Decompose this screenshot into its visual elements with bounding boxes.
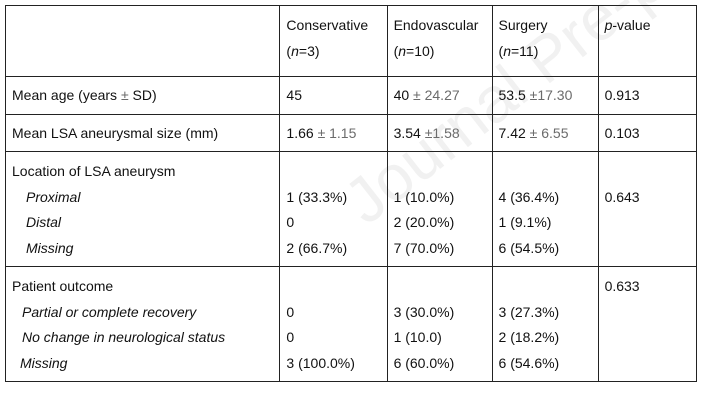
location-value: 4 (36.4%) [498, 188, 560, 205]
outcome-pvalue-cell: 0.633 [597, 266, 698, 382]
outcome-item-label: Missing [20, 354, 68, 371]
table-row-outcome: Patient outcome Partial or complete reco… [4, 266, 698, 382]
outcome-value: 3 (100.0%) [286, 354, 355, 371]
location-value: 0 [286, 214, 295, 230]
outcome-value: 3 (30.0%) [393, 303, 455, 320]
header-empty-cell [4, 5, 281, 77]
header-surgery-label: Surgery [498, 17, 548, 33]
outcome-pvalue: 0.633 [604, 278, 640, 294]
location-item-label: Distal [26, 214, 62, 230]
header-conservative: Conservative (n=3) [279, 5, 388, 77]
location-value: 1 (10.0%) [393, 188, 455, 205]
location-value: 6 (54.5%) [498, 239, 560, 256]
size-conservative: 1.66 ± 1.15 [279, 113, 388, 152]
header-endovascular-label: Endovascular [393, 17, 479, 33]
header-conservative-label: Conservative [286, 17, 369, 33]
outcome-conservative: 0 0 3 (100.0%) [279, 266, 388, 382]
location-value: 7 (70.0%) [393, 239, 455, 256]
table-row-size: Mean LSA aneurysmal size (mm) 1.66 ± 1.1… [4, 113, 698, 152]
header-row: Conservative (n=3) Endovascular (n=10) S… [4, 5, 698, 77]
location-pvalue: 0.643 [604, 188, 640, 205]
header-conservative-n: (n=3) [286, 42, 320, 59]
location-title: Location of LSA aneurysm [12, 163, 176, 179]
outcome-value: 6 (60.0%) [393, 354, 455, 371]
location-pvalue-cell: 0.643 [597, 151, 698, 267]
outcome-value: 1 (10.0) [393, 329, 442, 345]
outcome-item-label: Partial or complete recovery [22, 303, 197, 320]
outcome-value: 2 (18.2%) [498, 329, 560, 345]
outcome-endovascular: 3 (30.0%) 1 (10.0) 6 (60.0%) [386, 266, 493, 382]
header-pvalue: p-value [597, 5, 698, 77]
age-label: Mean age (years ± SD) [4, 76, 281, 115]
outcome-surgery: 3 (27.3%) 2 (18.2%) 6 (54.6%) [491, 266, 599, 382]
age-pvalue: 0.913 [597, 76, 698, 115]
header-endovascular: Endovascular (n=10) [386, 5, 493, 77]
table-row-age: Mean age (years ± SD) 45 40 ± 24.27 53.5… [4, 76, 698, 115]
outcome-labels: Patient outcome Partial or complete reco… [4, 266, 281, 382]
age-conservative: 45 [279, 76, 388, 115]
age-surgery: 53.5 ±17.30 [491, 76, 599, 115]
outcome-value: 6 (54.6%) [498, 354, 560, 371]
location-item-label: Proximal [26, 188, 81, 205]
size-label: Mean LSA aneurysmal size (mm) [4, 113, 281, 152]
results-table: Conservative (n=3) Endovascular (n=10) S… [4, 5, 698, 382]
size-surgery: 7.42 ± 6.55 [491, 113, 599, 152]
outcome-value: 0 [286, 329, 295, 345]
location-value: 2 (66.7%) [286, 239, 348, 256]
outcome-value: 0 [286, 303, 295, 320]
location-endovascular: 1 (10.0%) 2 (20.0%) 7 (70.0%) [386, 151, 493, 267]
header-surgery-n: (n=11) [498, 42, 539, 59]
outcome-item-label: No change in neurological status [22, 329, 226, 345]
table-row-location: Location of LSA aneurysm Proximal Distal… [4, 151, 698, 267]
age-endovascular: 40 ± 24.27 [386, 76, 493, 115]
location-labels: Location of LSA aneurysm Proximal Distal… [4, 151, 281, 267]
outcome-value: 3 (27.3%) [498, 303, 560, 320]
location-value: 2 (20.0%) [393, 214, 455, 230]
location-conservative: 1 (33.3%) 0 2 (66.7%) [279, 151, 388, 267]
header-endovascular-n: (n=10) [393, 42, 435, 59]
outcome-title: Patient outcome [12, 278, 114, 294]
location-item-label: Missing [26, 239, 74, 256]
size-pvalue: 0.103 [597, 113, 698, 152]
size-endovascular: 3.54 ±1.58 [386, 113, 493, 152]
location-value: 1 (9.1%) [498, 214, 552, 230]
location-surgery: 4 (36.4%) 1 (9.1%) 6 (54.5%) [491, 151, 599, 267]
location-value: 1 (33.3%) [286, 188, 348, 205]
header-surgery: Surgery (n=11) [491, 5, 599, 77]
